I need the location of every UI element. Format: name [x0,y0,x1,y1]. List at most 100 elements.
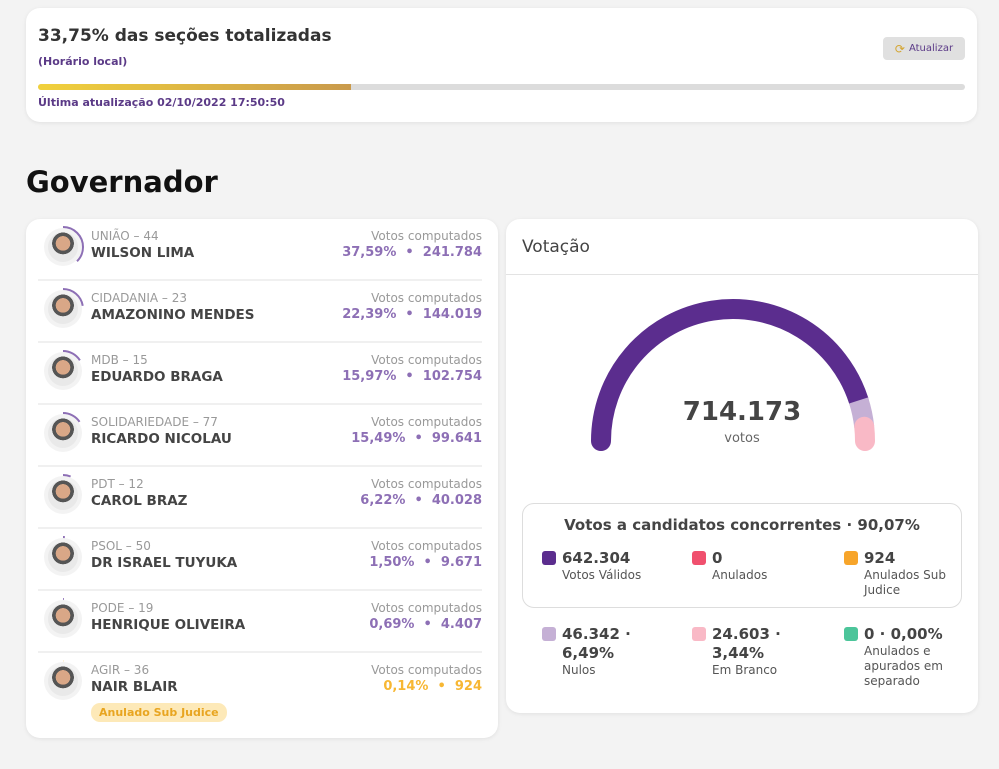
candidate-row[interactable]: PDT – 12 CAROL BRAZ Votos computados 6,2… [38,467,482,529]
sub-judice-badge: Anulado Sub Judice [91,703,227,722]
candidate-count: 40.028 [431,493,482,508]
candidate-votes: 6,22% • 40.028 [360,493,482,508]
candidate-votes: 0,69% • 4.407 [369,617,482,632]
gauge-valid [591,299,869,451]
candidate-avatar [42,660,84,702]
candidate-photo [48,232,78,262]
legend-label: Anulados [712,568,768,582]
share-ring [42,598,84,640]
refresh-icon: ⟳ [894,41,905,56]
candidate-row[interactable]: MDB – 15 EDUARDO BRAGA Votos computados … [38,343,482,405]
local-time-note: (Horário local) [38,55,128,68]
candidate-avatar [42,474,84,516]
legend-item: 46.342 · 6,49% Nulos [542,625,642,678]
candidate-photo [48,604,78,634]
votes-gauge [591,299,875,451]
share-ring [42,474,84,516]
candidate-count: 924 [454,679,482,694]
candidate-party: MDB – 15 [91,353,148,367]
candidate-avatar [42,412,84,454]
candidate-votes: 37,59% • 241.784 [342,245,482,260]
share-ring [42,412,84,454]
votes-label: Votos computados [371,539,482,553]
votes-label: Votos computados [371,601,482,615]
candidate-count: 241.784 [422,245,482,260]
legend-swatch [542,627,556,641]
candidate-votes: 15,97% • 102.754 [342,369,482,384]
candidate-party: PDT – 12 [91,477,144,491]
candidate-votes: 15,49% • 99.641 [351,431,482,446]
candidate-photo [48,294,78,324]
candidate-votes: 0,14% • 924 [383,679,482,694]
legend-label: Em Branco [712,663,778,677]
votacao-card: Votação 714.173 votos Votos a candidatos… [506,219,978,713]
refresh-button[interactable]: ⟳ Atualizar [883,37,965,60]
candidate-row[interactable]: PSOL – 50 DR ISRAEL TUYUKA Votos computa… [38,529,482,591]
candidate-count: 102.754 [422,369,482,384]
votacao-title: Votação [506,219,978,275]
legend-value: 0 [712,549,723,567]
candidate-votes: 22,39% • 144.019 [342,307,482,322]
share-ring [42,350,84,392]
legend-value: 924 [864,549,896,567]
candidate-count: 9.671 [440,555,482,570]
candidate-row[interactable]: AGIR – 36 NAIR BLAIR Votos computados 0,… [38,653,482,751]
candidate-pct: 1,50% [369,555,415,570]
candidate-avatar [42,536,84,578]
candidate-photo [48,542,78,572]
legend-label: Anulados Sub Judice [864,568,946,597]
legend-label: Anulados e apurados em separado [864,644,943,688]
legend-swatch [692,627,706,641]
candidate-party: CIDADANIA – 23 [91,291,188,305]
legend-item: 0 · 0,00% Anulados e apurados em separado [844,625,944,689]
legend-item: 924 Anulados Sub Judice [844,549,974,598]
gauge-branco [854,416,875,451]
candidate-name: DR ISRAEL TUYUKA [91,555,238,571]
candidate-pct: 0,14% [383,679,429,694]
candidate-row[interactable]: SOLIDARIEDADE – 77 RICARDO NICOLAU Votos… [38,405,482,467]
concurrent-votes-box: Votos a candidatos concorrentes · 90,07% [522,503,962,608]
candidate-row[interactable]: CIDADANIA – 23 AMAZONINO MENDES Votos co… [38,281,482,343]
candidate-count: 144.019 [422,307,482,322]
candidate-photo [48,666,78,696]
legend-value: 0 · 0,00% [864,625,943,643]
progress-fill [38,84,351,90]
section-title: Governador [26,165,218,199]
candidates-list: UNIÃO – 44 WILSON LIMA Votos computados … [26,219,498,738]
last-update: Última atualização 02/10/2022 17:50:50 [38,96,285,109]
candidate-party: PODE – 19 [91,601,154,615]
progress-bar [38,84,965,90]
legend-swatch [844,551,858,565]
candidate-pct: 22,39% [342,307,397,322]
votes-label: Votos computados [371,663,482,677]
status-card: 33,75% das seções totalizadas (Horário l… [26,8,977,122]
candidate-pct: 6,22% [360,493,406,508]
candidate-votes: 1,50% • 9.671 [369,555,482,570]
candidate-name: HENRIQUE OLIVEIRA [91,617,246,633]
legend-swatch [542,551,556,565]
candidate-pct: 37,59% [342,245,397,260]
votes-label: Votos computados [371,353,482,367]
candidate-name: AMAZONINO MENDES [91,307,255,323]
legend-value: 642.304 [562,549,631,567]
sections-totalized-title: 33,75% das seções totalizadas [38,26,332,46]
candidate-pct: 0,69% [369,617,415,632]
share-ring [42,660,84,702]
legend-swatch [844,627,858,641]
candidate-avatar [42,226,84,268]
candidate-party: AGIR – 36 [91,663,150,677]
candidate-name: RICARDO NICOLAU [91,431,232,447]
votes-label: Votos computados [371,229,482,243]
candidate-avatar [42,598,84,640]
candidate-party: SOLIDARIEDADE – 77 [91,415,218,429]
candidate-photo [48,356,78,386]
share-ring [42,288,84,330]
candidate-row[interactable]: PODE – 19 HENRIQUE OLIVEIRA Votos comput… [38,591,482,653]
candidate-row[interactable]: UNIÃO – 44 WILSON LIMA Votos computados … [38,219,482,281]
share-ring [42,226,84,268]
candidate-pct: 15,97% [342,369,397,384]
candidate-name: EDUARDO BRAGA [91,369,223,385]
concurrent-votes-title: Votos a candidatos concorrentes · 90,07% [564,516,920,534]
votes-label: Votos computados [371,477,482,491]
candidate-avatar [42,288,84,330]
